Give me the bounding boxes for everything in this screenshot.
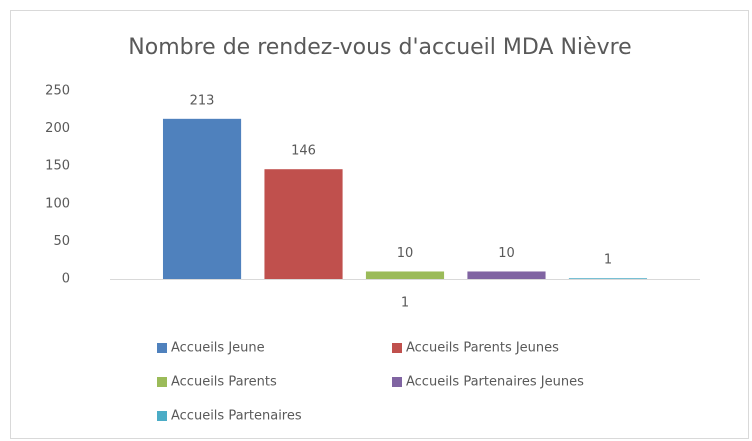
bar	[264, 169, 343, 279]
y-tick-label: 100	[45, 196, 70, 211]
y-tick-label: 0	[62, 272, 70, 287]
legend-swatch	[392, 343, 402, 353]
legend-swatch	[157, 377, 167, 387]
legend-label: Accueils Jeune	[171, 341, 265, 356]
bar	[467, 271, 546, 279]
data-label: 146	[291, 144, 316, 159]
legend-label: Accueils Parents Jeunes	[406, 341, 559, 356]
bar	[568, 278, 648, 279]
x-tick-label: 1	[401, 296, 409, 311]
legend-label: Accueils Partenaires	[171, 409, 302, 424]
legend-label: Accueils Parents	[171, 375, 277, 390]
bar	[162, 118, 242, 279]
y-tick-label: 250	[45, 84, 70, 99]
legend-swatch	[157, 411, 167, 421]
data-label: 10	[397, 246, 414, 261]
data-label: 213	[190, 93, 215, 108]
y-tick-label: 50	[53, 234, 70, 249]
data-label: 1	[604, 253, 612, 268]
bar	[365, 271, 445, 279]
y-tick-label: 150	[45, 159, 70, 174]
chart-title: Nombre de rendez-vous d'accueil MDA Nièv…	[128, 35, 631, 60]
legend-swatch	[157, 343, 167, 353]
legend-swatch	[392, 377, 402, 387]
data-label: 10	[498, 246, 515, 261]
y-tick-label: 200	[45, 121, 70, 136]
legend-label: Accueils Partenaires Jeunes	[406, 375, 584, 390]
chart-border	[10, 10, 749, 439]
